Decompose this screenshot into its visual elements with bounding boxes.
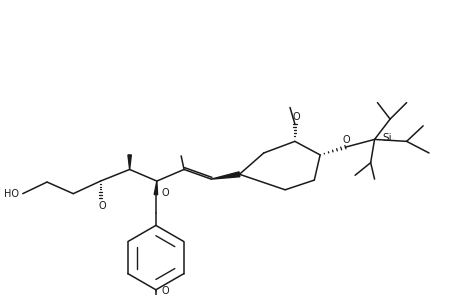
Text: Si: Si — [382, 133, 392, 142]
Text: O: O — [162, 286, 169, 296]
Text: O: O — [162, 188, 169, 198]
Polygon shape — [128, 155, 131, 170]
Text: O: O — [98, 201, 106, 211]
Polygon shape — [154, 181, 157, 195]
Text: O: O — [342, 135, 349, 145]
Text: O: O — [292, 112, 299, 122]
Polygon shape — [211, 172, 239, 179]
Text: HO: HO — [4, 189, 19, 199]
